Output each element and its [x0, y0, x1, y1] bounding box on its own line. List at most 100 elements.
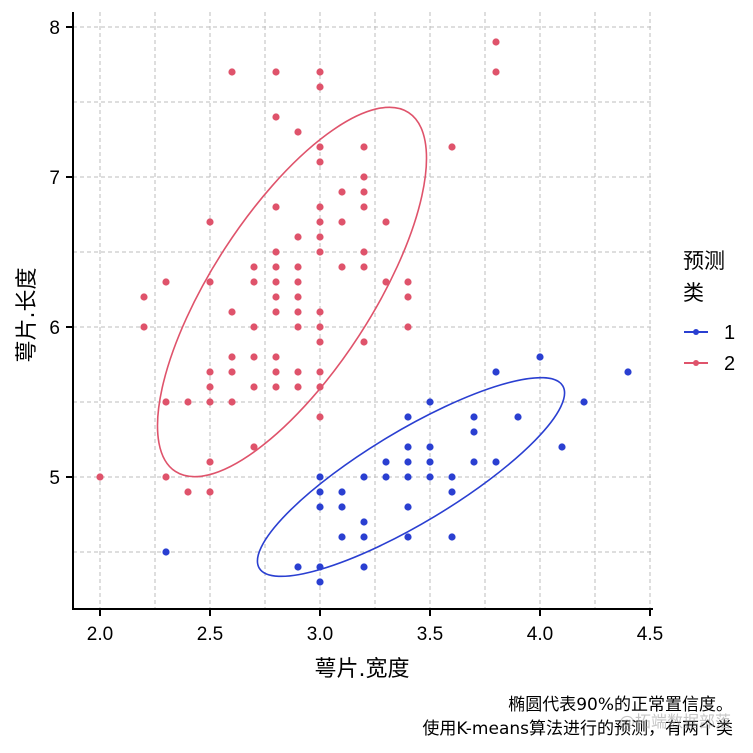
data-point [294, 383, 302, 391]
data-point [580, 398, 588, 406]
data-point [206, 398, 214, 406]
data-point [228, 398, 236, 406]
data-point [316, 473, 324, 481]
data-point [316, 383, 324, 391]
data-point [250, 263, 258, 271]
data-point [162, 473, 170, 481]
data-point [206, 383, 214, 391]
x-tick-label: 2.0 [87, 624, 113, 645]
data-point [162, 398, 170, 406]
data-point [470, 413, 478, 421]
data-point [316, 218, 324, 226]
caption-line-1: 椭圆代表90%的正常置信度。 [508, 695, 733, 715]
data-point [294, 278, 302, 286]
y-tick-label: 5 [49, 468, 60, 489]
data-point [206, 458, 214, 466]
data-point [272, 203, 280, 211]
data-point [272, 368, 280, 376]
data-point [360, 143, 368, 151]
data-point [272, 113, 280, 121]
data-point [360, 263, 368, 271]
y-tick-label: 6 [49, 318, 60, 339]
data-point [338, 188, 346, 196]
data-point [624, 368, 632, 376]
data-point [404, 293, 412, 301]
data-point [140, 323, 148, 331]
data-point [272, 248, 280, 256]
y-axis-title: 萼片.长度 [15, 268, 40, 363]
data-point [382, 473, 390, 481]
legend-label-1: 1 [724, 322, 735, 344]
data-point [426, 473, 434, 481]
data-point [140, 293, 148, 301]
data-point [360, 248, 368, 256]
data-point [338, 218, 346, 226]
data-point [404, 443, 412, 451]
data-point [316, 578, 324, 586]
data-point [382, 458, 390, 466]
data-point [404, 533, 412, 541]
data-point [382, 278, 390, 286]
legend-point-icon [693, 360, 699, 366]
legend: 预测 类 1 2 [683, 249, 735, 375]
data-point [206, 488, 214, 496]
data-point [272, 293, 280, 301]
data-point [404, 458, 412, 466]
confidence-ellipses [156, 106, 566, 578]
data-point [404, 278, 412, 286]
data-point [316, 368, 324, 376]
data-point [294, 128, 302, 136]
data-point [382, 218, 390, 226]
data-point [360, 203, 368, 211]
y-tick-label: 7 [49, 168, 60, 189]
data-point [316, 68, 324, 76]
data-point [272, 263, 280, 271]
data-point [338, 263, 346, 271]
data-point [184, 398, 192, 406]
x-axis-title: 萼片.宽度 [315, 657, 410, 682]
x-axis-ticks: 2.0 2.5 3.0 3.5 4.0 4.5 [87, 609, 663, 645]
watermark: @拓端数据部落 [618, 712, 731, 731]
data-point [360, 533, 368, 541]
data-points [96, 38, 632, 586]
confidence-ellipse-1 [256, 376, 566, 578]
data-point [162, 548, 170, 556]
data-point [426, 458, 434, 466]
data-point [162, 278, 170, 286]
data-point [294, 368, 302, 376]
data-point [250, 353, 258, 361]
data-point [426, 398, 434, 406]
data-point [272, 278, 280, 286]
x-tick-label: 4.0 [527, 624, 553, 645]
data-point [316, 248, 324, 256]
data-point [228, 368, 236, 376]
data-point [470, 458, 478, 466]
data-point [426, 443, 434, 451]
data-point [294, 293, 302, 301]
data-point [316, 338, 324, 346]
data-point [96, 473, 104, 481]
y-tick-label: 8 [49, 18, 60, 39]
data-point [316, 503, 324, 511]
x-tick-label: 2.5 [197, 624, 223, 645]
data-point [250, 383, 258, 391]
legend-title-line1: 预测 [683, 249, 725, 273]
data-point [184, 488, 192, 496]
confidence-ellipse-2 [156, 106, 428, 478]
legend-title-line2: 类 [683, 281, 704, 305]
data-point [536, 353, 544, 361]
data-point [316, 413, 324, 421]
data-point [492, 68, 500, 76]
data-point [206, 218, 214, 226]
axes [72, 12, 653, 610]
data-point [272, 68, 280, 76]
data-point [294, 323, 302, 331]
data-point [448, 533, 456, 541]
data-point [404, 473, 412, 481]
data-point [448, 488, 456, 496]
data-point [272, 353, 280, 361]
data-point [492, 38, 500, 46]
data-point [360, 173, 368, 181]
data-point [250, 443, 258, 451]
